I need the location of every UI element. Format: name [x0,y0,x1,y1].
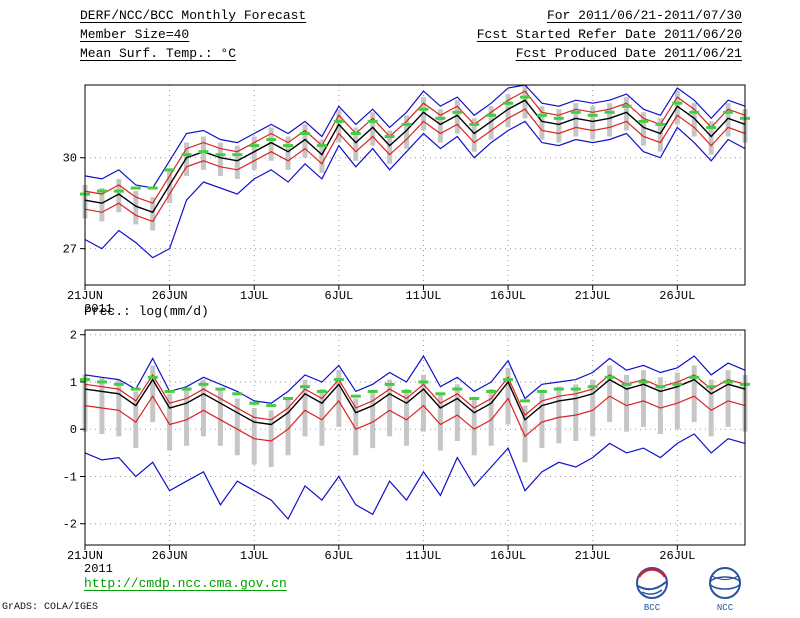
grads-credit: GrADS: COLA/IGES [2,602,99,613]
x-tick-label: 1JUL [240,549,269,563]
axis-labels: 21JUN 26JUN 1JUL 6JUL 11JUL 16JUL 21JUL 26JUL 27… [63,152,696,316]
x-tick-label: 16JUL [490,289,526,303]
bcc-logo-label: BCC [644,603,661,613]
ncc-logo-label: NCC [717,603,734,613]
series-upper-quartile [84,373,746,421]
y-tick-label: -1 [63,470,77,484]
page-title: DERF/NCC/BCC Monthly Forecast [80,8,307,23]
series-ensemble-mean [84,99,746,214]
axis-labels: 21JUN 26JUN 1JUL 6JUL 11JUL 16JUL 21JUL 26JUL -2… [63,329,696,576]
temperature-chart: 21JUN 26JUN 1JUL 6JUL 11JUL 16JUL 21JUL 26JUL 27… [63,84,750,316]
x-tick-label: 11JUL [405,289,441,303]
forecast-range-label: For 2011/06/21-2011/07/30 [546,8,742,23]
x-tick-label: 21JUN [67,289,103,303]
x-axis-year-label: 2011 [84,302,113,316]
series-lower-quartile [84,395,746,442]
x-tick-label: 6JUL [324,289,353,303]
x-tick-label: 21JUL [575,289,611,303]
precip-chart-title: Prec.: log(mm/d) [84,304,209,319]
series-ensemble-min [84,120,746,259]
series-upper-quartile [84,90,746,204]
x-tick-label: 26JUN [152,549,188,563]
x-tick-label: 11JUL [405,549,441,563]
plot-frame [84,84,746,286]
gridlines [84,85,745,285]
plot-frame [84,329,746,546]
variable-label: Mean Surf. Temp.: °C [80,46,237,61]
precipitation-chart: 21JUN 26JUN 1JUL 6JUL 11JUL 16JUL 21JUL 26JUL -2… [63,329,750,576]
y-tick-label: -2 [63,518,77,532]
y-tick-label: 1 [70,376,77,390]
produced-date-label: Fcst Produced Date 2011/06/21 [515,46,742,61]
series-ensemble-mean [84,378,746,426]
x-axis-year-label: 2011 [84,562,113,576]
bcc-logo: BCC [636,567,668,613]
x-tick-label: 21JUN [67,549,103,563]
x-tick-label: 21JUL [575,549,611,563]
series-ensemble-max [84,84,746,189]
x-tick-label: 26JUL [659,289,695,303]
x-tick-label: 26JUL [659,549,695,563]
y-tick-label: 27 [63,243,77,257]
y-tick-label: 0 [70,423,77,437]
series-ensemble-max [84,354,746,404]
ncc-cma-logo: NCC [709,567,741,613]
refer-date-label: Fcst Started Refer Date 2011/06/20 [476,27,742,42]
member-size-label: Member Size=40 [80,27,190,42]
footer-logos: BCC NCC [636,567,741,613]
series-ensemble-min [84,433,746,521]
axis-ticks [80,334,678,550]
x-tick-label: 16JUL [490,549,526,563]
y-tick-label: 30 [63,152,77,166]
axis-ticks [80,157,678,290]
x-tick-label: 1JUL [240,289,269,303]
series-lower-quartile [84,108,746,223]
source-url-link[interactable]: http://cmdp.ncc.cma.gov.cn [84,576,287,591]
y-tick-label: 2 [70,329,77,343]
gridlines [84,330,745,545]
x-tick-label: 26JUN [152,289,188,303]
x-tick-label: 6JUL [324,549,353,563]
